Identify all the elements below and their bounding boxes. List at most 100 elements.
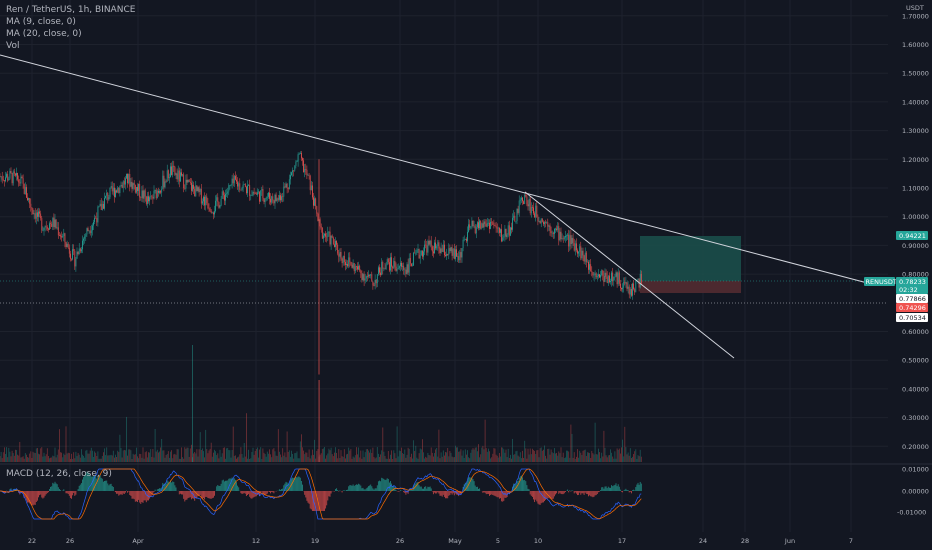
volume-bar [199, 432, 201, 462]
volume-bar [21, 457, 23, 462]
macd-histogram-bar [226, 480, 228, 491]
candle-body [346, 263, 347, 266]
price-axis[interactable]: USDT 1.700001.600001.500001.400001.30000… [902, 4, 929, 451]
volume-bar [486, 451, 488, 462]
ma9-legend[interactable]: MA (9, close, 0) [6, 17, 76, 27]
time-axis[interactable]: 22 26 Apr 12 19 26 May 5 10 17 24 28 Jun 7 [28, 537, 853, 545]
volume-bar [96, 456, 98, 462]
macd-histogram-bar [423, 488, 424, 491]
candle-body [271, 196, 273, 203]
volume-bar [20, 457, 22, 462]
candle-body [22, 178, 24, 184]
candle-body [324, 233, 325, 236]
macd-histogram-bar [265, 491, 267, 495]
macd-histogram-bar [590, 491, 592, 497]
macd-histogram-bar [150, 491, 152, 497]
macd-histogram-bar [640, 483, 642, 491]
signal-line [0, 468, 642, 520]
volume-bar [152, 449, 154, 462]
volume-bar [133, 454, 135, 462]
candle-body [10, 171, 12, 173]
candle-body [183, 174, 185, 189]
candle-body [482, 223, 484, 228]
candle-body [275, 194, 277, 202]
macd-histogram-bar [39, 491, 41, 496]
candle-body [484, 221, 486, 224]
volume-bar [369, 452, 370, 462]
long-position-tool[interactable] [640, 236, 741, 293]
candle-body [420, 250, 422, 255]
volume-bar [435, 449, 436, 462]
macd-histogram-bar [358, 483, 360, 491]
volume-bar [182, 457, 183, 462]
volume-bar [67, 452, 69, 462]
symbol-legend[interactable]: Ren / TetherUS, 1h, BINANCE [6, 5, 136, 15]
volume-bar [30, 451, 32, 462]
macd-histogram-bar [518, 477, 520, 491]
macd-histogram-bar [139, 491, 141, 503]
volume-bar [579, 450, 581, 462]
volume-bar [138, 458, 139, 462]
macd-histogram-bar [294, 477, 296, 491]
candle-body [6, 174, 7, 178]
macd-histogram-bar [99, 475, 101, 491]
macd-histogram-bar [563, 491, 565, 494]
macd-histogram-bar [368, 486, 369, 491]
candle-body [192, 184, 193, 191]
macd-histogram-bar [258, 491, 259, 494]
candle-body [214, 211, 215, 215]
volume-bar [624, 426, 626, 462]
volume-bar [524, 440, 526, 462]
macd-histogram-bar [63, 489, 65, 491]
volume-bar [4, 447, 5, 462]
candle-body [108, 197, 110, 200]
volume-bar [578, 457, 579, 462]
macd-histogram-bar [198, 491, 200, 497]
volume-bar [351, 458, 353, 462]
volume-bar [492, 453, 494, 462]
volume-bar [436, 447, 438, 462]
volume-bar [215, 451, 216, 462]
macd-histogram-bar [348, 486, 350, 491]
macd-legend[interactable]: MACD (12, 26, close, 9) [6, 469, 112, 479]
volume-bar [251, 452, 253, 462]
ma20-legend[interactable]: MA (20, close, 0) [6, 29, 82, 39]
macd-axis-label: -0.01000 [897, 509, 926, 517]
long-trendline[interactable] [0, 54, 876, 286]
macd-histogram-bar [143, 491, 145, 501]
volume-bar [422, 439, 423, 462]
macd-histogram-bar [53, 483, 55, 491]
candle-body [581, 250, 583, 259]
macd-histogram-bar [375, 488, 377, 491]
candle-body [419, 254, 421, 259]
candle-body [481, 223, 483, 229]
volume-bar [461, 455, 463, 462]
candle-body [296, 161, 298, 163]
volume-bar [32, 451, 34, 462]
candle-body [580, 246, 582, 259]
candle-body [437, 242, 439, 247]
candle-body [431, 246, 433, 252]
candle-body [19, 182, 21, 184]
volume-bar [537, 450, 539, 462]
volume-bar [238, 456, 240, 462]
volume-bar [479, 457, 480, 462]
macd-histogram-bar [183, 491, 185, 499]
macd-histogram-bar [502, 491, 504, 502]
macd-histogram-bar [212, 491, 214, 498]
candle-body [106, 192, 108, 196]
macd-histogram-bar [77, 489, 79, 491]
candle-body [361, 273, 363, 280]
macd-histogram-bar [487, 491, 489, 494]
volume-bar [480, 454, 482, 462]
macd-histogram-bar [370, 484, 372, 491]
candle-body [21, 176, 23, 179]
candle-body [307, 175, 309, 176]
volume-bar [534, 450, 535, 462]
vol-legend[interactable]: Vol [6, 41, 20, 51]
short-trendline[interactable] [524, 191, 735, 359]
macd-histogram-bar [57, 487, 59, 491]
macd-histogram-bar [618, 486, 620, 491]
